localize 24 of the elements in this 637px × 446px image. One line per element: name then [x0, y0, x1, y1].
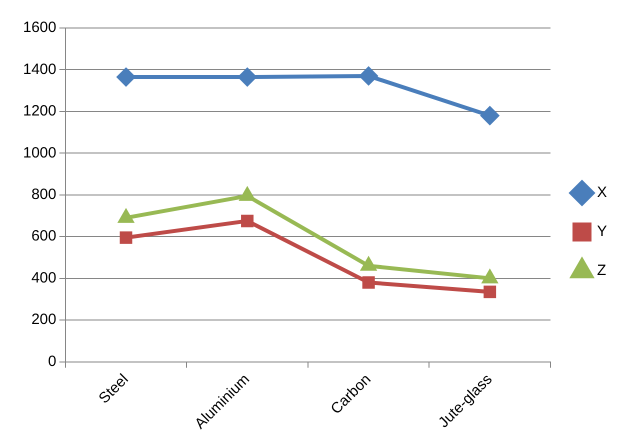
point [360, 66, 378, 85]
point [118, 210, 134, 223]
y-tick-label: 200 [31, 311, 56, 328]
y-tick-label: 0 [48, 352, 56, 370]
point [238, 68, 256, 86]
y-tick-label: 800 [31, 186, 56, 204]
point [480, 106, 499, 125]
legend-label: Z [596, 262, 606, 280]
point [120, 231, 132, 244]
legend-label: Y [596, 223, 608, 240]
point [117, 68, 136, 86]
y-tick-label: 400 [31, 269, 56, 286]
y-tick-label: 600 [31, 228, 56, 245]
y-tick-label: 1600 [22, 19, 56, 36]
point [484, 286, 496, 298]
point [241, 214, 254, 228]
y-tick-label: 1400 [22, 60, 56, 78]
y-tick-label: 1000 [22, 144, 56, 162]
point [240, 188, 254, 201]
point [482, 270, 498, 284]
y-tick-label: 1200 [22, 102, 56, 120]
point [361, 258, 376, 271]
legend-label: X [596, 184, 608, 202]
point [362, 276, 375, 289]
